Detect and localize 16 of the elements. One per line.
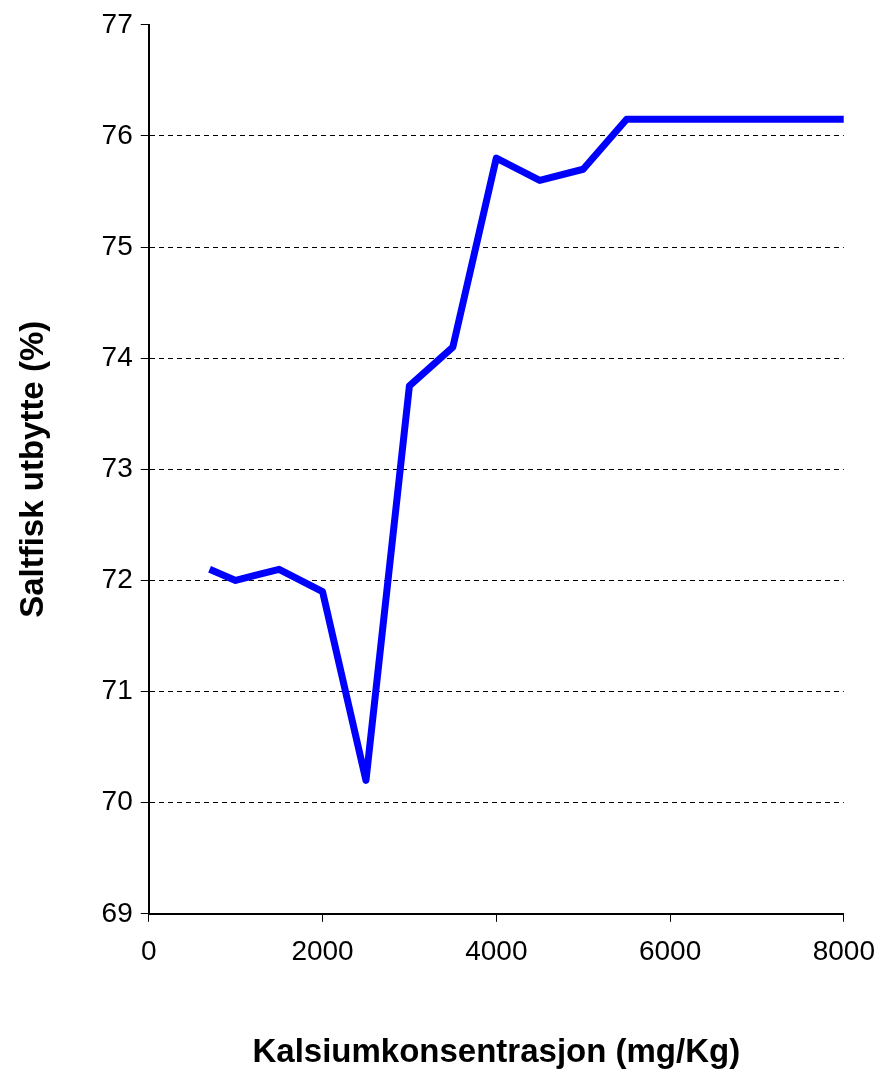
x-axis-title: Kalsiumkonsentrasjon (mg/Kg) xyxy=(252,1032,741,1070)
x-tick-label: 6000 xyxy=(638,935,702,967)
x-tick-label: 2000 xyxy=(291,935,354,967)
x-tick-label: 0 xyxy=(140,935,157,967)
y-tick-label: 76 xyxy=(101,118,133,150)
x-tick-label: 4000 xyxy=(465,935,528,967)
y-tick-label: 74 xyxy=(101,340,133,372)
y-tick-label: 77 xyxy=(101,7,133,39)
y-tick-label: 69 xyxy=(101,896,133,928)
y-axis-title: Saltfisk utbytte (%) xyxy=(12,320,50,618)
y-tick-label: 75 xyxy=(101,229,133,261)
y-tick-label: 72 xyxy=(101,563,133,595)
y-tick-label: 70 xyxy=(101,785,133,817)
y-tick-label: 73 xyxy=(101,452,133,484)
y-tick-label: 71 xyxy=(101,674,133,706)
x-tick-label: 8000 xyxy=(812,935,875,967)
